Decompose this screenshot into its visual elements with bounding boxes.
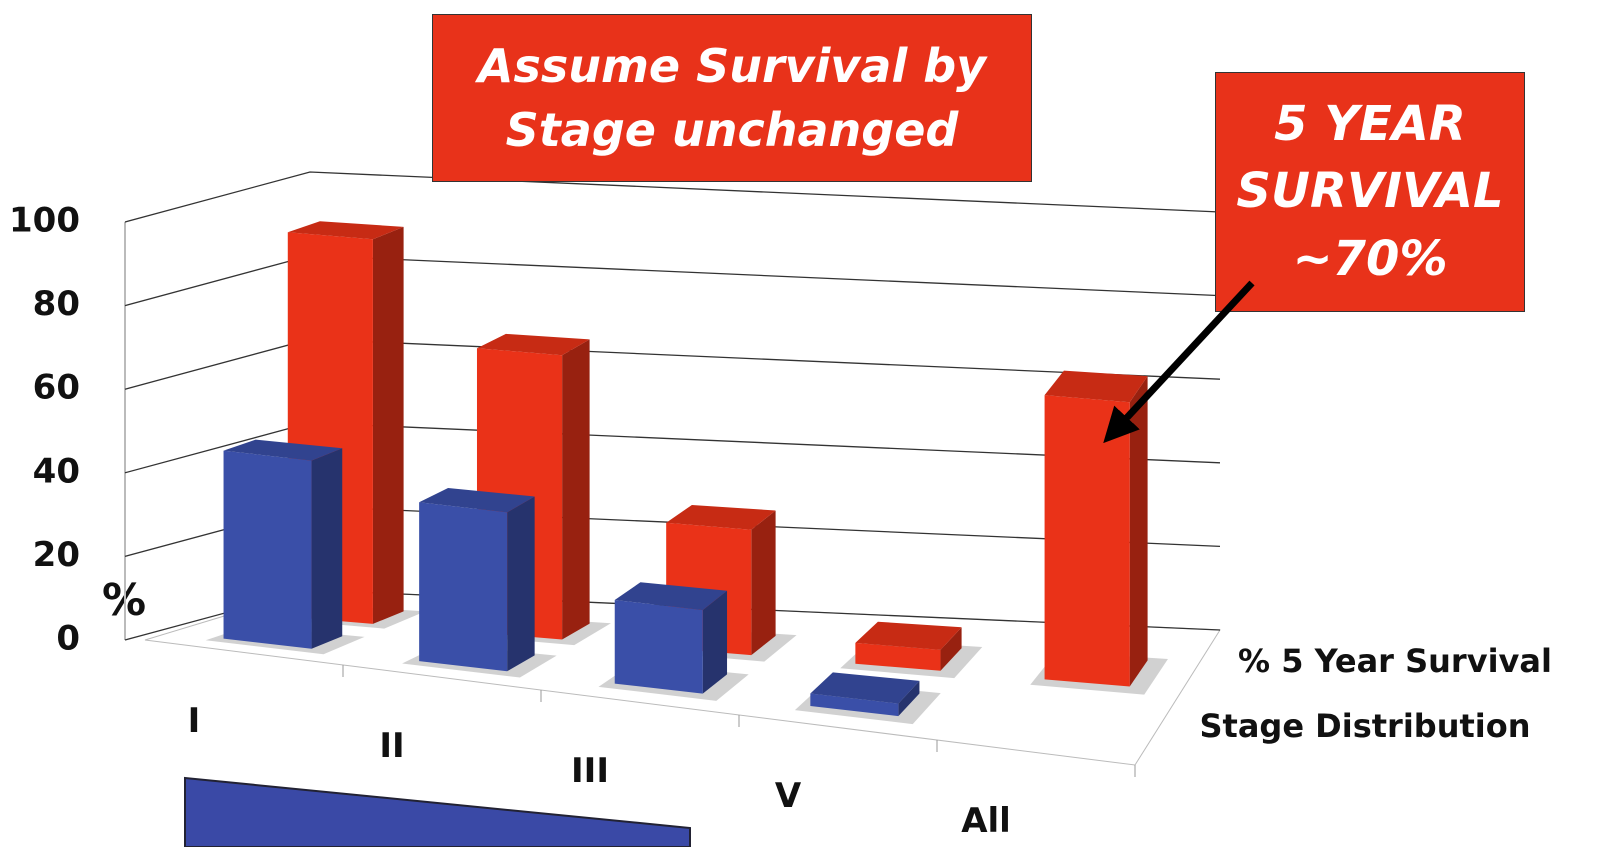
bar-side <box>898 680 920 717</box>
bar-side <box>372 226 404 624</box>
bar <box>598 582 749 701</box>
bar-side <box>940 627 962 671</box>
bar <box>1030 370 1168 695</box>
bar-top <box>419 487 535 513</box>
y-tick-label: 20 <box>33 535 80 575</box>
bar-top <box>614 582 728 611</box>
legend-label: Stage Distribution <box>1199 707 1530 745</box>
bar-front <box>614 599 703 694</box>
bar-front <box>223 450 312 649</box>
bar-front <box>810 693 899 717</box>
bar-front <box>855 642 941 671</box>
annotation: 5 YEAR SURVIVAL ~70% <box>1215 72 1525 312</box>
x-tick-label: V <box>775 776 802 816</box>
bar-front <box>1044 395 1130 687</box>
grid-line <box>124 171 1221 223</box>
bar-side <box>311 448 343 649</box>
bar-top <box>287 221 404 240</box>
bar <box>840 621 983 679</box>
bar-side <box>751 510 776 656</box>
x-tick-label: III <box>571 751 609 791</box>
bar-top <box>223 439 343 461</box>
bar-top <box>476 333 590 356</box>
y-tick-label: 0 <box>56 619 80 659</box>
annotation: Assume Survival by Stage unchanged <box>432 14 1032 182</box>
bar-top <box>855 621 962 650</box>
bar-side <box>562 339 590 640</box>
bar-top <box>666 504 776 530</box>
bar-side <box>1129 376 1148 687</box>
y-tick-label: 40 <box>33 451 80 491</box>
bar-side <box>507 496 535 672</box>
legend-label: % 5 Year Survival <box>1238 642 1552 680</box>
bar <box>794 672 941 725</box>
bar <box>402 487 557 678</box>
x-tick-label: I <box>188 701 201 741</box>
x-tick-label: All <box>961 801 1011 841</box>
bar-top <box>810 672 920 704</box>
y-tick-label: 80 <box>33 284 80 324</box>
x-tick-label: II <box>379 726 404 766</box>
y-tick-label: 100 <box>9 201 80 241</box>
y-tick-label: 60 <box>33 368 80 408</box>
bar <box>205 439 365 655</box>
bar-side <box>702 590 728 694</box>
bar-front <box>419 502 508 672</box>
